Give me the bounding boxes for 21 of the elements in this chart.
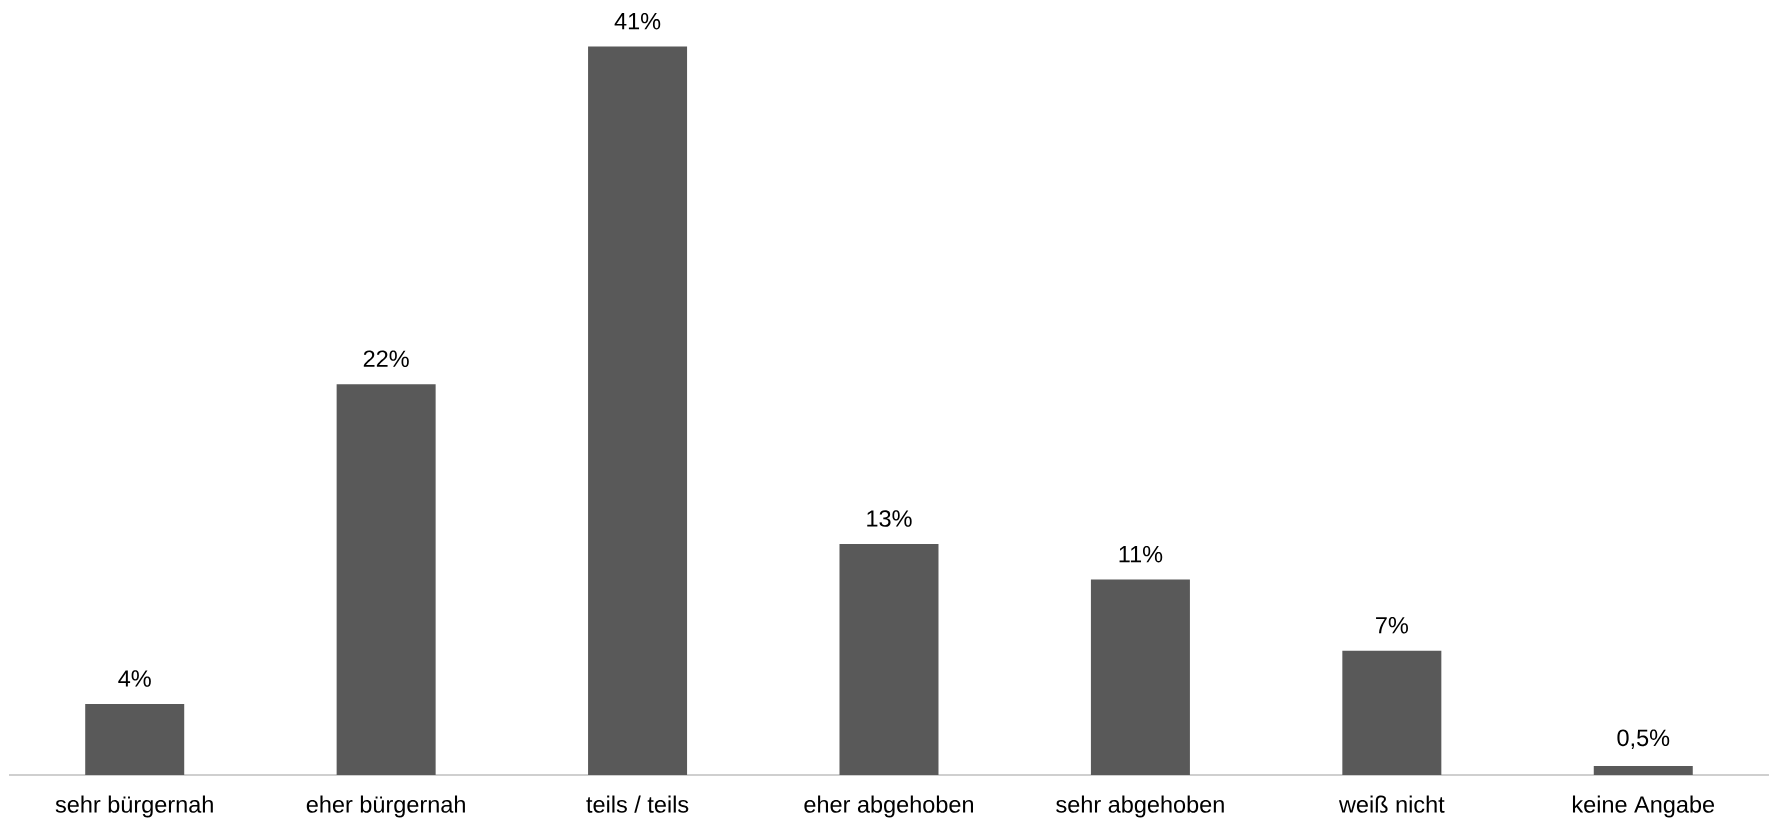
bar bbox=[839, 544, 939, 775]
x-tick-label: eher abgehoben bbox=[804, 795, 973, 818]
x-tick-label: keine Angabe bbox=[1572, 795, 1715, 818]
x-tick-label: weiß nicht bbox=[1338, 795, 1445, 813]
data-label: 0,5% bbox=[1617, 729, 1670, 749]
bar bbox=[1593, 766, 1693, 775]
bar bbox=[1090, 579, 1190, 775]
data-label: 13% bbox=[867, 510, 912, 527]
data-label: 11% bbox=[1119, 545, 1163, 563]
x-tick-label: sehr bürgernah bbox=[55, 795, 213, 818]
x-tick-label: eher bürgernah bbox=[306, 795, 465, 818]
data-label: 41% bbox=[614, 12, 661, 30]
bar bbox=[1342, 650, 1442, 775]
data-label: 4% bbox=[118, 670, 151, 687]
data-label: 7% bbox=[1376, 616, 1408, 634]
data-label: 22% bbox=[363, 350, 409, 367]
bar bbox=[588, 46, 688, 775]
bar bbox=[336, 384, 436, 775]
x-tick-label: sehr abgehoben bbox=[1056, 795, 1224, 818]
bar bbox=[85, 703, 185, 775]
x-tick-label: teils / teils bbox=[586, 795, 689, 813]
